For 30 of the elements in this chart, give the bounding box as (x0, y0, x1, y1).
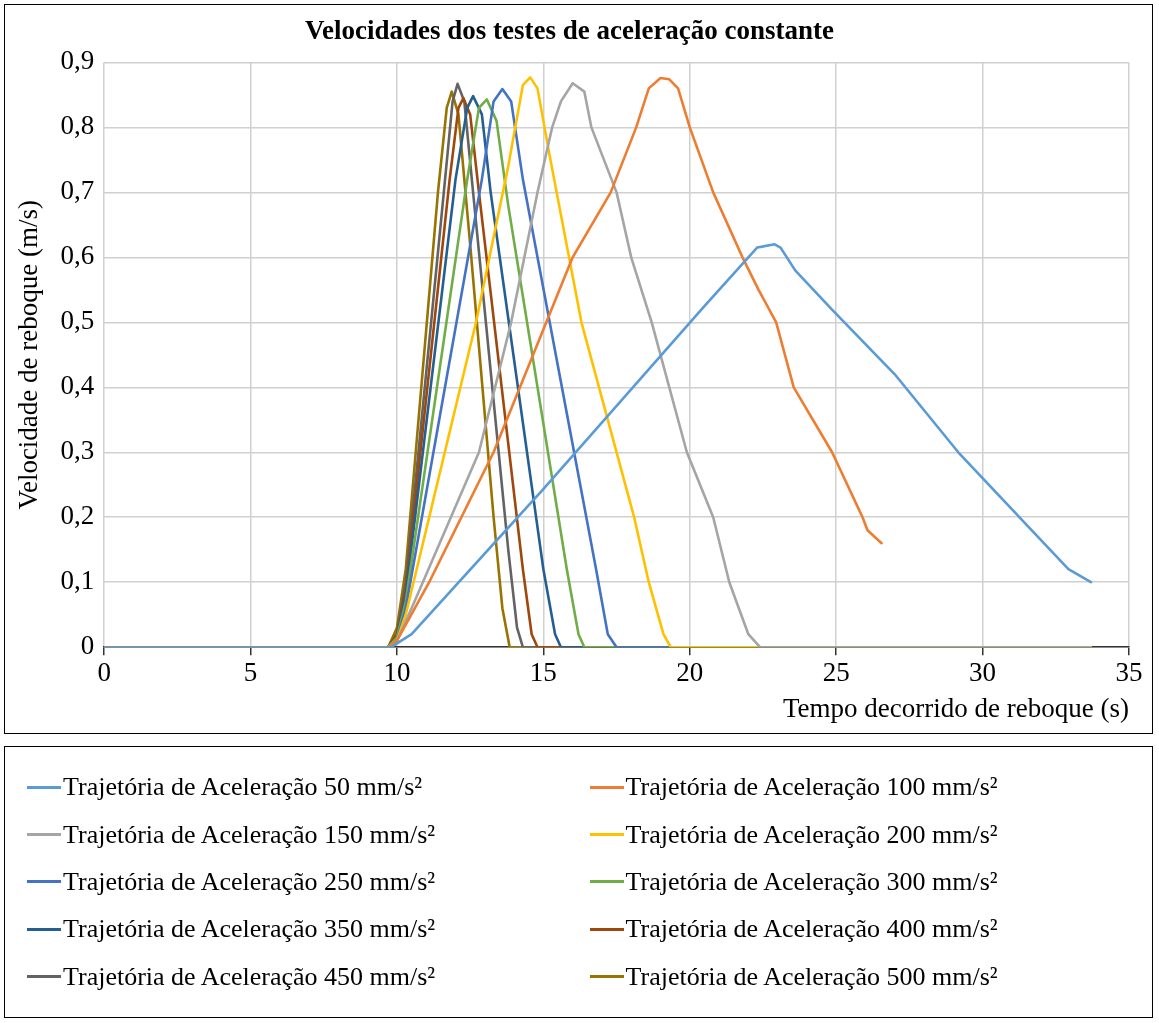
x-tick-label: 35 (1115, 657, 1143, 688)
legend-label: Trajetória de Aceleração 400 mm/s² (625, 914, 998, 945)
y-tick-label: 0,6 (60, 240, 95, 271)
y-tick-label: 0,2 (60, 500, 95, 531)
x-tick-label: 5 (243, 657, 258, 688)
y-tick-label: 0 (80, 630, 95, 661)
x-tick-label: 20 (676, 657, 704, 688)
legend-label: Trajetória de Aceleração 450 mm/s² (63, 961, 436, 992)
y-axis-title: Velocidade de reboque (m/s) (13, 199, 44, 510)
x-tick-label: 10 (383, 657, 411, 688)
y-tick-label: 0,4 (60, 370, 95, 401)
y-tick-label: 0,8 (60, 110, 95, 141)
x-tick-label: 15 (529, 657, 557, 688)
x-tick-label: 25 (822, 657, 850, 688)
legend-label: Trajetória de Aceleração 50 mm/s² (63, 772, 423, 803)
legend-label: Trajetória de Aceleração 500 mm/s² (625, 961, 998, 992)
legend-label: Trajetória de Aceleração 150 mm/s² (63, 819, 436, 850)
legend-label: Trajetória de Aceleração 350 mm/s² (63, 914, 436, 945)
y-tick-label: 0,5 (60, 305, 95, 336)
legend-label: Trajetória de Aceleração 100 mm/s² (625, 772, 998, 803)
x-tick-label: 30 (969, 657, 997, 688)
legend-label: Trajetória de Aceleração 250 mm/s² (63, 866, 436, 897)
y-tick-label: 0,9 (60, 45, 95, 76)
chart-title: Velocidades dos testes de aceleração constante (304, 15, 835, 46)
y-tick-label: 0,3 (60, 435, 95, 466)
legend-label: Trajetória de Aceleração 200 mm/s² (625, 819, 998, 850)
legend-label: Trajetória de Aceleração 300 mm/s² (625, 866, 998, 897)
x-axis-title: Tempo decorrido de reboque (s) (783, 692, 1129, 723)
y-tick-label: 0,1 (60, 565, 95, 596)
y-tick-label: 0,7 (60, 175, 95, 206)
